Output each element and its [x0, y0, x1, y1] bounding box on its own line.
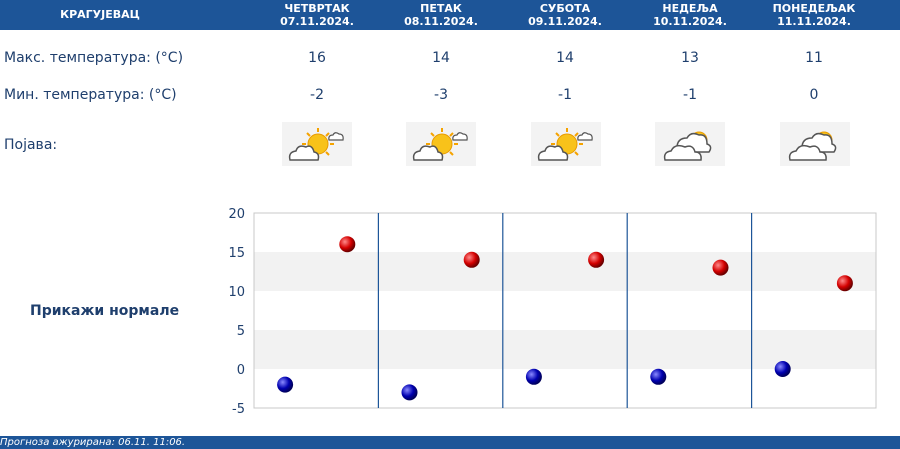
min-temp-marker: [525, 368, 542, 385]
min-temp-value: -1: [558, 87, 572, 103]
min-temp-marker: [650, 368, 667, 385]
grid-band: [254, 330, 876, 369]
min-temp-value: -2: [310, 87, 324, 103]
max-temp-marker: [463, 251, 480, 268]
max-temp-marker: [588, 251, 605, 268]
sun-behind-cloud-icon: [282, 122, 352, 166]
min-temp-marker: [401, 384, 418, 401]
day-header: ПЕТАК 08.11.2024.: [379, 2, 503, 28]
phenomenon-label: Појава:: [4, 137, 58, 153]
max-temp-label: Макс. температура: (°C): [4, 50, 184, 66]
day-header: СУБОТА 09.11.2024.: [503, 2, 627, 28]
y-tick-label: 15: [228, 246, 245, 261]
sun-behind-cloud-icon: [531, 122, 601, 166]
y-tick-label: 5: [237, 324, 245, 339]
day-date: 08.11.2024.: [404, 15, 478, 28]
max-temp-marker: [836, 275, 853, 292]
max-temp-marker: [339, 236, 356, 253]
day-date: 10.11.2024.: [653, 15, 727, 28]
forecast-header-bar: [0, 0, 900, 30]
day-header: ЧЕТВРТАК 07.11.2024.: [255, 2, 379, 28]
max-temp-value: 13: [681, 50, 699, 66]
show-normals-link[interactable]: Прикажи нормале: [30, 303, 180, 319]
y-tick-label: 0: [237, 363, 245, 378]
grid-band: [254, 252, 876, 291]
day-date: 09.11.2024.: [528, 15, 602, 28]
min-temp-marker: [774, 361, 791, 377]
max-temp-value: 16: [308, 50, 326, 66]
city-name: КРАГУЈЕВАЦ: [60, 8, 140, 21]
day-header: ПОНЕДЕЉАК 11.11.2024.: [752, 2, 876, 28]
min-temp-value: -3: [434, 87, 448, 103]
day-date: 07.11.2024.: [280, 15, 354, 28]
chart-frame: [253, 212, 877, 409]
day-name: ПЕТАК: [420, 2, 462, 15]
footer-text: Прогноза ажурирана: 06.11. 11:06.: [0, 437, 186, 448]
y-tick-label: -5: [232, 402, 245, 417]
sun-behind-cloud-icon: [406, 122, 476, 166]
min-temp-marker: [277, 376, 294, 393]
y-tick-label: 20: [228, 207, 245, 222]
max-temp-value: 14: [556, 50, 574, 66]
max-temp-value: 14: [432, 50, 450, 66]
day-name: СУБОТА: [539, 2, 591, 15]
y-tick-label: 10: [228, 285, 245, 300]
day-name: НЕДЕЉА: [662, 2, 718, 15]
day-header: НЕДЕЉА 10.11.2024.: [628, 2, 752, 28]
max-temp-value: 11: [805, 50, 823, 66]
forecast-updated-footer: Прогноза ажурирана: 06.11. 11:06.: [0, 436, 900, 449]
day-name: ЧЕТВРТАК: [284, 2, 350, 15]
min-temp-label: Мин. температура: (°C): [4, 87, 177, 103]
cloudy-partly-sunny-icon: [780, 122, 850, 166]
day-date: 11.11.2024.: [777, 15, 851, 28]
cloudy-partly-sunny-icon: [655, 122, 725, 166]
day-name: ПОНЕДЕЉАК: [772, 2, 856, 15]
max-temp-marker: [712, 259, 729, 276]
min-temp-value: -1: [683, 87, 697, 103]
min-temp-value: 0: [809, 87, 819, 103]
